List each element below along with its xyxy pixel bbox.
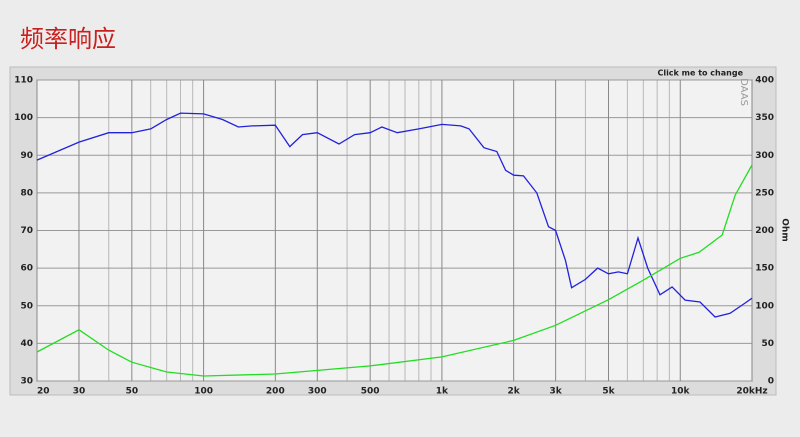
x-tick-label: 30 [73,387,86,397]
x-tick-label: 3k [550,387,563,397]
x-tick-label: 20 [37,387,50,397]
x-tick-label: 300 [308,387,327,397]
x-tick-label: 500 [361,387,380,397]
x-tick-label: 100 [194,387,213,397]
y2-tick-label: 200 [755,226,774,236]
y-tick-label: 100 [14,113,33,123]
y2-tick-label: 150 [755,264,774,274]
x-tick-label: 2k [508,387,521,397]
y-tick-label: 80 [20,188,33,198]
y-tick-label: 110 [14,76,33,86]
y-tick-label: 30 [20,377,33,387]
change-button[interactable]: Click me to change [657,69,743,78]
x-tick-label: 20kHz [736,387,767,397]
y-tick-label: 60 [20,264,33,274]
x-tick-label: 1k [436,387,449,397]
watermark: DAAS [738,78,749,106]
y-tick-label: 50 [20,301,33,311]
y-tick-label: 90 [20,151,33,161]
y2-axis-label: Ohm [780,218,790,241]
x-tick-label: 5k [602,387,615,397]
chart-title: 频率响应 [20,25,116,53]
x-tick-label: 10k [671,387,691,397]
y2-tick-label: 0 [768,377,774,387]
series-line [36,164,753,377]
y2-tick-label: 350 [755,113,774,123]
y-tick-label: 40 [20,339,33,349]
x-tick-label: 200 [266,387,285,397]
y-tick-label: 70 [20,226,33,236]
y2-tick-label: 400 [755,76,774,86]
series-line [36,112,753,318]
y2-tick-label: 50 [761,339,774,349]
y2-tick-label: 250 [755,188,774,198]
x-tick-label: 50 [126,387,139,397]
y2-tick-label: 300 [755,151,774,161]
y2-tick-label: 100 [755,301,774,311]
